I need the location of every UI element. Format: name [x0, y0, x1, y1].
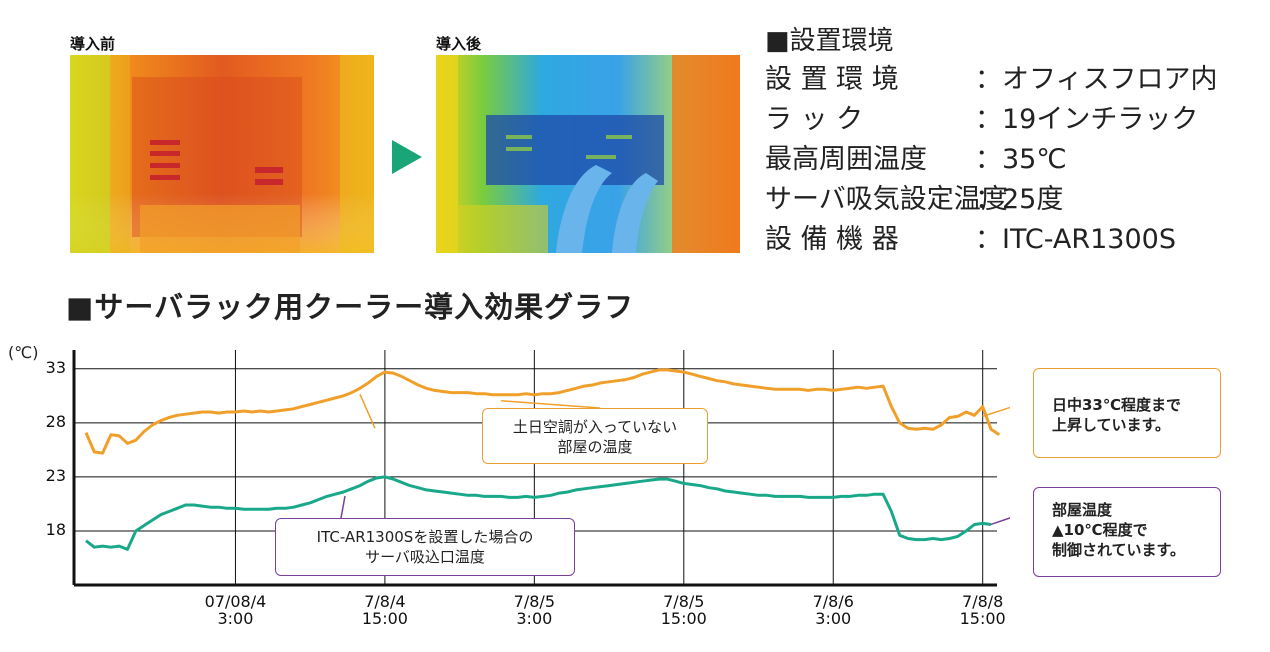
x-tick-date: 7/8/8 [962, 592, 1004, 611]
callout-pointer-intake [340, 495, 346, 519]
thermal-image-before [70, 55, 374, 253]
environment-row: ラ ッ ク ：19インチラック [765, 100, 1198, 140]
x-tick-date: 7/8/6 [812, 592, 854, 611]
environment-row: 設 置 環 境 ：オフィスフロア内 [765, 60, 1217, 100]
x-tick-date: 7/8/5 [663, 592, 705, 611]
x-tick-time: 3:00 [815, 609, 852, 628]
y-tick-label: 28 [45, 411, 66, 431]
x-tick-time: 15:00 [361, 609, 408, 628]
callout-line: 上昇しています。 [1052, 416, 1171, 434]
environment-row-value: ：オフィスフロア内 [975, 64, 1218, 95]
environment-row-label: ラ ッ ク [765, 104, 864, 135]
environment-row-value: ：35℃ [975, 144, 1067, 175]
x-tick-time: 3:00 [217, 609, 254, 628]
callout-controlled: 部屋温度 ▲10℃程度で 制御されています。 [1033, 487, 1221, 577]
callout-line: 日中33℃程度まで [1052, 396, 1182, 414]
callout-line: ITC-AR1300Sを設置した場合の [316, 528, 534, 546]
callout-line: 部屋温度 [1052, 501, 1113, 519]
after-label: 導入後 [436, 35, 482, 53]
x-tick-time: 3:00 [516, 609, 553, 628]
graph-title: ■サーバラック用クーラー導入効果グラフ [66, 290, 635, 324]
environment-title: ■設置環境 [765, 26, 894, 56]
environment-row: 設 備 機 器 ：ITC-AR1300S [765, 220, 1176, 260]
y-tick-label: 33 [45, 357, 66, 377]
callout-line: ▲10℃程度で [1052, 521, 1148, 539]
x-tick-label: 7/8/8 15:00 [943, 593, 1023, 627]
x-tick-label: 7/8/5 15:00 [644, 593, 724, 627]
x-tick-time: 15:00 [660, 609, 707, 628]
environment-row-value: ：25度 [975, 184, 1064, 215]
x-tick-label: 7/8/6 3:00 [793, 593, 873, 627]
before-label: 導入前 [70, 35, 116, 53]
x-tick-date: 07/08/4 [204, 592, 267, 611]
callout-line: 制御されています。 [1052, 541, 1186, 559]
environment-row-value: ：19インチラック [975, 104, 1199, 135]
callout-room-weekend: 土日空調が入っていない 部屋の温度 [482, 408, 708, 464]
environment-row-label: 設 置 環 境 [765, 64, 899, 95]
y-axis-unit: (℃) [8, 343, 39, 362]
environment-row-value: ：ITC-AR1300S [975, 224, 1176, 255]
environment-row-label: 設 備 機 器 [765, 224, 899, 255]
x-tick-date: 7/8/4 [364, 592, 406, 611]
x-tick-label: 7/8/5 3:00 [494, 593, 574, 627]
y-tick-label: 23 [45, 465, 66, 485]
environment-row: サーバ吸気設定温度：25度 [765, 180, 1063, 220]
y-tick-label: 18 [45, 519, 66, 539]
series-line-1 [85, 475, 992, 551]
environment-row: 最高周囲温度 ：35℃ [765, 140, 1067, 180]
x-tick-label: 7/8/4 15:00 [345, 593, 425, 627]
x-tick-time: 15:00 [959, 609, 1006, 628]
callout-pointer-controlled [990, 508, 1034, 528]
x-tick-label: 07/08/4 3:00 [195, 593, 275, 627]
callout-daytime: 日中33℃程度まで 上昇しています。 [1033, 368, 1221, 458]
callout-line: 土日空調が入っていない [512, 418, 678, 436]
environment-row-label: サーバ吸気設定温度 [765, 184, 1008, 215]
callout-server-intake: ITC-AR1300Sを設置した場合の サーバ吸込口温度 [275, 518, 575, 576]
environment-row-label: 最高周囲温度 [765, 144, 927, 175]
thermal-image-after [436, 55, 740, 253]
callout-pointer-room-2 [501, 400, 601, 409]
x-tick-date: 7/8/5 [513, 592, 555, 611]
arrow-icon [392, 140, 422, 178]
callout-pointer-room [359, 393, 376, 429]
callout-line: 部屋の温度 [557, 438, 633, 456]
callout-line: サーバ吸込口温度 [365, 548, 485, 566]
